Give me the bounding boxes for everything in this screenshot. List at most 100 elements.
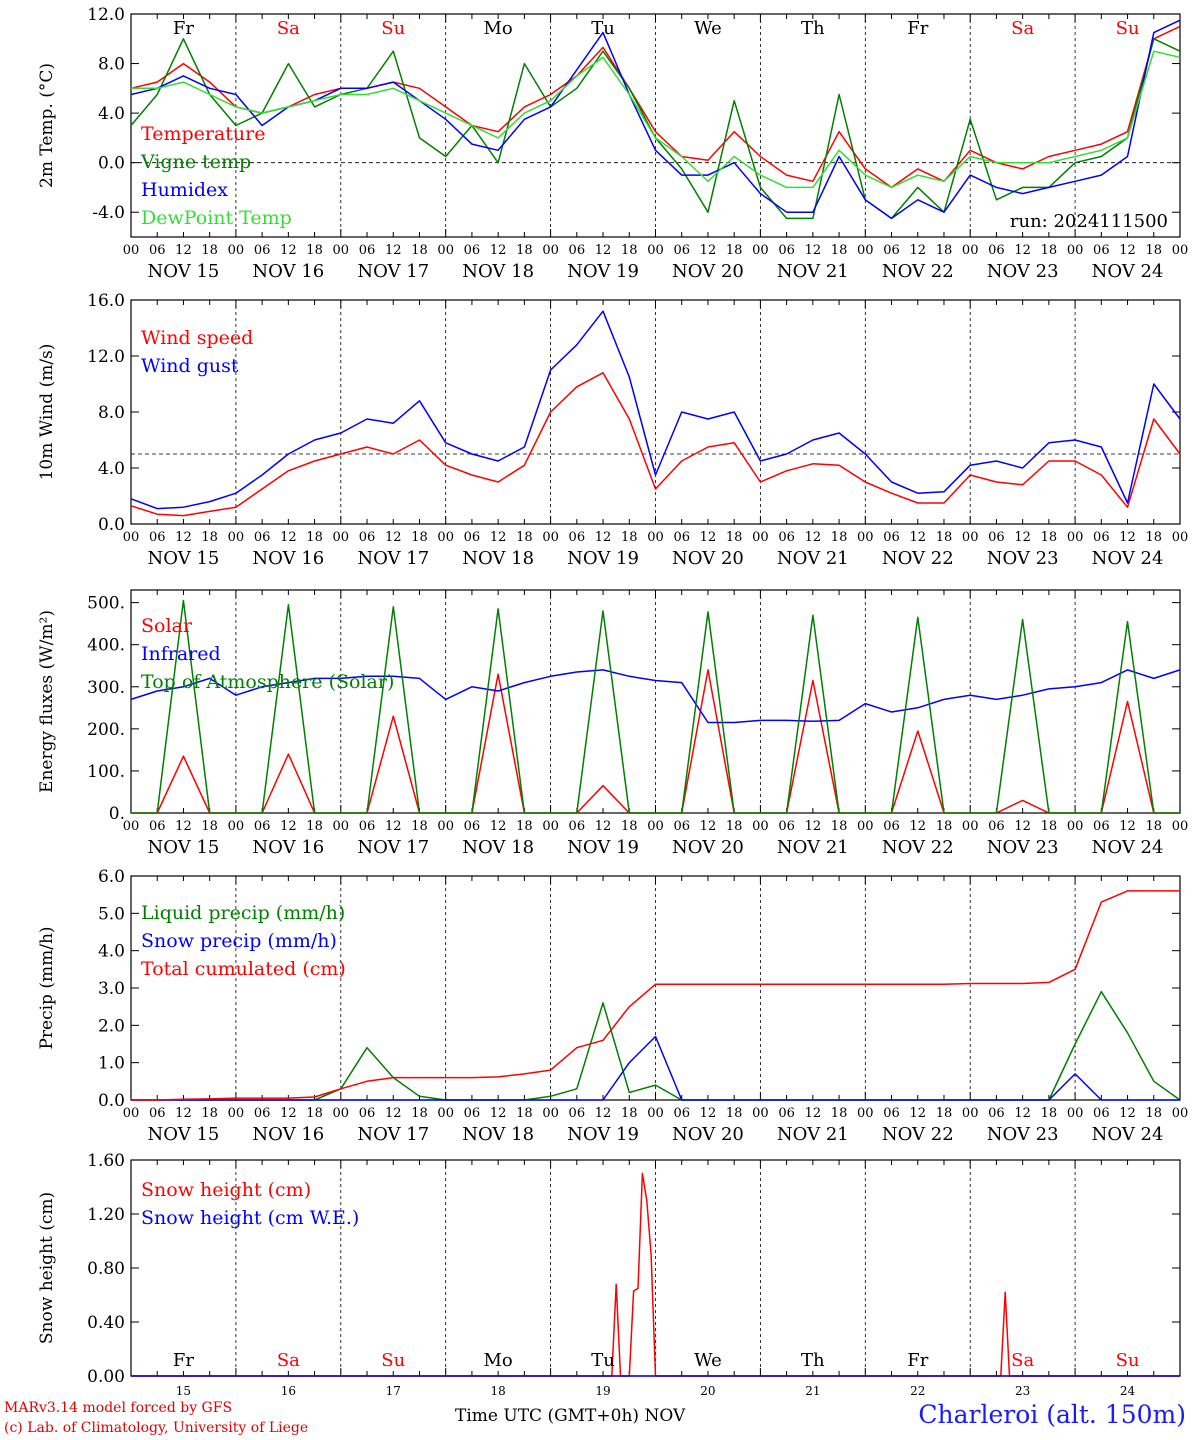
hour-tick-label: 06: [883, 243, 900, 258]
day-name-label: Fr: [907, 18, 928, 39]
hour-tick-label: 00: [962, 1106, 979, 1121]
date-label: NOV 21: [777, 261, 849, 282]
date-label: NOV 24: [1092, 837, 1164, 858]
hour-tick-label: 18: [726, 530, 743, 545]
date-label: NOV 21: [777, 548, 849, 569]
legend-entry: Top of Atmosphere (Solar): [141, 671, 394, 693]
hour-tick-label: 06: [149, 530, 166, 545]
hour-tick-label: 00: [437, 1106, 454, 1121]
hour-tick-label: 12: [490, 530, 507, 545]
hour-tick-label: 12: [280, 1106, 297, 1121]
hour-tick-label: 06: [673, 243, 690, 258]
hour-tick-label: 00: [962, 243, 979, 258]
hour-tick-label: 06: [464, 243, 481, 258]
hour-tick-label: 00: [647, 819, 664, 834]
hour-tick-label: 12: [385, 530, 402, 545]
x-axis-title: Time UTC (GMT+0h) NOV: [455, 1406, 686, 1426]
hour-tick-label: 12: [909, 1106, 926, 1121]
hour-tick-label: 18: [1041, 530, 1058, 545]
hour-tick-label: 12: [595, 530, 612, 545]
hour-tick-label: 12: [595, 243, 612, 258]
y-tick-label: 12.0: [87, 5, 125, 25]
hour-tick-label: 12: [909, 530, 926, 545]
day-number-label: 21: [805, 1384, 820, 1398]
hour-tick-label: 00: [542, 819, 559, 834]
y-tick-label: 5.0: [98, 904, 125, 924]
date-label: NOV 19: [567, 548, 639, 569]
day-name-label: We: [694, 18, 722, 39]
hour-tick-label: 18: [621, 243, 638, 258]
legend-entry: Wind gust: [141, 355, 239, 377]
hour-tick-label: 18: [726, 819, 743, 834]
hour-tick-label: 00: [542, 1106, 559, 1121]
y-tick-label: 500.: [87, 594, 125, 614]
legend-entry: Snow height (cm W.E.): [141, 1207, 359, 1229]
y-tick-label: 8.0: [98, 55, 125, 75]
date-label: NOV 20: [672, 837, 744, 858]
hour-tick-label: 00: [857, 530, 874, 545]
hour-tick-label: 00: [437, 819, 454, 834]
hour-tick-label: 00: [1172, 243, 1189, 258]
day-name-label: Fr: [173, 18, 194, 39]
hour-tick-label: 06: [149, 819, 166, 834]
hour-tick-label: 12: [700, 819, 717, 834]
hour-tick-label: 00: [752, 1106, 769, 1121]
hour-tick-label: 06: [988, 243, 1005, 258]
hour-tick-label: 06: [569, 243, 586, 258]
y-tick-label: 1.20: [87, 1205, 125, 1225]
hour-tick-label: 00: [1172, 819, 1189, 834]
legend-entry: DewPoint Temp: [141, 207, 292, 229]
hour-tick-label: 06: [569, 1106, 586, 1121]
hour-tick-label: 00: [437, 530, 454, 545]
y-tick-label: 1.60: [87, 1151, 125, 1171]
date-label: NOV 22: [882, 548, 954, 569]
hour-tick-label: 06: [1093, 819, 1110, 834]
hour-tick-label: 00: [1172, 530, 1189, 545]
hour-tick-label: 00: [1172, 1106, 1189, 1121]
legend-entry: Infrared: [141, 643, 221, 665]
lab-credit: (c) Lab. of Climatology, University of L…: [4, 1420, 309, 1436]
hour-tick-label: 18: [1041, 1106, 1058, 1121]
date-label: NOV 16: [252, 837, 324, 858]
legend-entry: Vigne temp: [140, 151, 251, 173]
hour-tick-label: 12: [700, 1106, 717, 1121]
hour-tick-label: 12: [1119, 243, 1136, 258]
legend-entry: Total cumulated (cm): [141, 958, 346, 980]
hour-tick-label: 00: [123, 530, 140, 545]
date-label: NOV 22: [882, 837, 954, 858]
hour-tick-label: 12: [385, 1106, 402, 1121]
hour-tick-label: 00: [123, 1106, 140, 1121]
day-name-label: Fr: [907, 1350, 928, 1371]
hour-tick-label: 12: [595, 1106, 612, 1121]
date-label: NOV 24: [1092, 548, 1164, 569]
hour-tick-label: 06: [673, 530, 690, 545]
y-tick-label: 16.0: [87, 291, 125, 311]
date-label: NOV 22: [882, 261, 954, 282]
date-label: NOV 20: [672, 1124, 744, 1145]
y-tick-label: 200.: [87, 720, 125, 740]
hour-tick-label: 00: [333, 530, 350, 545]
series-line: [131, 599, 1180, 814]
date-label: NOV 15: [148, 261, 220, 282]
date-label: NOV 24: [1092, 261, 1164, 282]
hour-tick-label: 06: [254, 819, 271, 834]
day-name-label: We: [694, 1350, 722, 1371]
hour-tick-label: 18: [831, 1106, 848, 1121]
hour-tick-label: 06: [254, 243, 271, 258]
model-credit: MARv3.14 model forced by GFS: [4, 1400, 233, 1416]
hour-tick-label: 00: [1067, 819, 1084, 834]
y-axis-label: Energy fluxes (W/m²): [37, 610, 57, 793]
date-label: NOV 21: [777, 1124, 849, 1145]
hour-tick-label: 12: [805, 819, 822, 834]
day-name-label: Su: [381, 18, 405, 39]
day-name-label: Sa: [1011, 18, 1034, 39]
y-tick-label: 0.00: [87, 1367, 125, 1387]
y-tick-label: 6.0: [98, 867, 125, 887]
date-label: NOV 15: [148, 1124, 220, 1145]
series-line: [130, 310, 1181, 510]
hour-tick-label: 18: [411, 819, 428, 834]
hour-tick-label: 18: [621, 530, 638, 545]
hour-tick-label: 00: [542, 530, 559, 545]
hour-tick-label: 06: [569, 819, 586, 834]
